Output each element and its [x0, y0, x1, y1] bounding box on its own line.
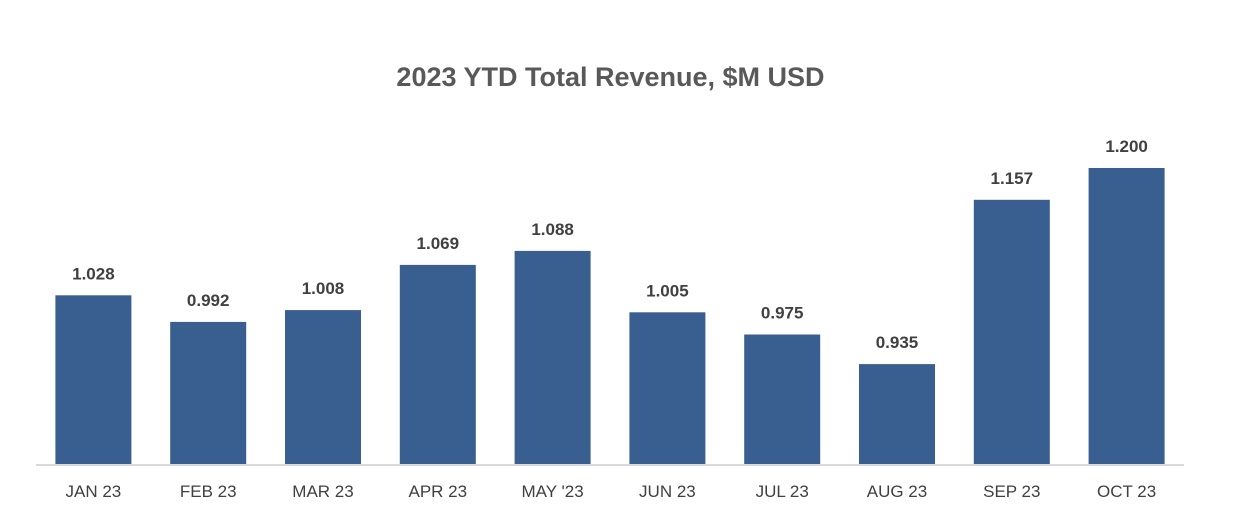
- x-tick-label-2: MAR 23: [292, 482, 353, 501]
- bar-5: [629, 312, 706, 464]
- data-label-0: 1.028: [72, 264, 115, 283]
- x-tick-label-6: JUL 23: [756, 482, 809, 501]
- x-tick-label-3: APR 23: [409, 482, 468, 501]
- data-label-8: 1.157: [991, 169, 1034, 188]
- bar-8: [973, 199, 1050, 465]
- bar-0: [55, 295, 132, 464]
- data-label-5: 1.005: [646, 281, 689, 300]
- bar-9: [1088, 168, 1165, 464]
- bar-4: [514, 250, 591, 464]
- data-label-2: 1.008: [302, 279, 345, 298]
- x-tick-label-9: OCT 23: [1097, 482, 1156, 501]
- chart-title: 2023 YTD Total Revenue, $M USD: [396, 62, 825, 92]
- x-tick-label-0: JAN 23: [66, 482, 122, 501]
- data-label-1: 0.992: [187, 291, 230, 310]
- bar-6: [744, 334, 821, 464]
- x-tick-label-1: FEB 23: [180, 482, 237, 501]
- data-label-4: 1.088: [531, 220, 574, 239]
- bar-7: [859, 364, 935, 464]
- data-label-6: 0.975: [761, 304, 804, 323]
- bar-2: [285, 310, 361, 464]
- data-label-3: 1.069: [417, 234, 460, 253]
- bar-1: [170, 321, 247, 464]
- data-label-7: 0.935: [876, 333, 919, 352]
- bar-3: [399, 264, 476, 464]
- x-tick-label-5: JUN 23: [639, 482, 696, 501]
- data-label-9: 1.200: [1105, 137, 1148, 156]
- x-tick-label-7: AUG 23: [867, 482, 927, 501]
- x-tick-label-8: SEP 23: [983, 482, 1040, 501]
- x-tick-label-4: MAY '23: [522, 482, 584, 501]
